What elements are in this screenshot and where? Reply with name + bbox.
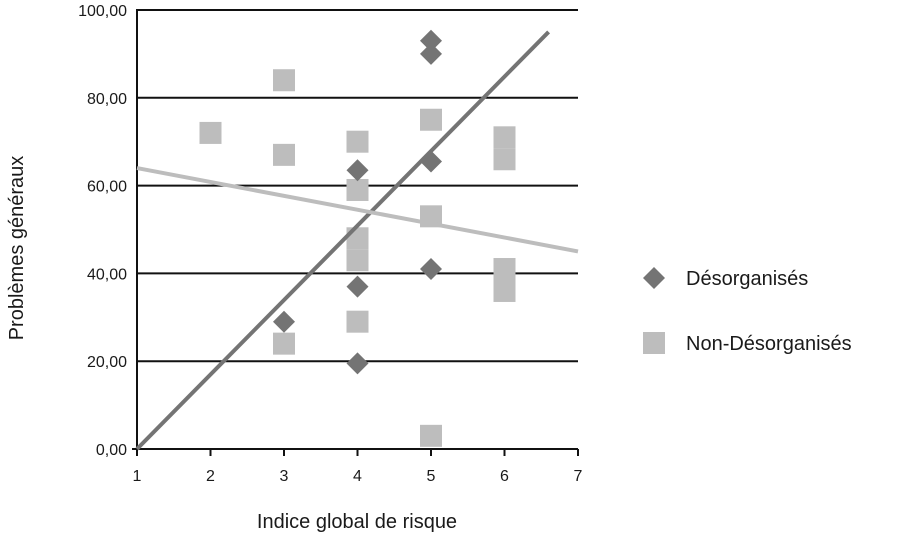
x-tick-label: 4 xyxy=(353,468,362,485)
x-tick-label: 2 xyxy=(206,468,215,485)
data-point-square xyxy=(493,258,516,281)
y-tick-label: 0,00 xyxy=(96,442,127,459)
data-point-square xyxy=(493,279,516,302)
data-point-diamond xyxy=(273,310,295,333)
data-point-diamond xyxy=(420,29,442,52)
x-tick-label: 1 xyxy=(133,468,142,485)
y-tick-label: 80,00 xyxy=(87,91,127,108)
data-point-diamond xyxy=(420,150,442,173)
data-point-diamond xyxy=(346,352,369,375)
data-point-square xyxy=(493,148,516,171)
data-point-diamond xyxy=(420,42,442,65)
trendlines xyxy=(135,30,579,451)
legend-item-desorganises: Désorganisés xyxy=(643,267,808,290)
tick-labels: 0,00 20,00 40,00 60,00 80,00 100,00 1 2 3 4 5 6 7 xyxy=(78,3,582,485)
x-axis-title: Indice global de risque xyxy=(257,511,457,533)
data-point-diamond xyxy=(346,159,369,182)
trendline-non-desorganises xyxy=(136,166,579,254)
data-points xyxy=(199,69,516,447)
data-point-square xyxy=(273,332,295,355)
trendline-desorganises xyxy=(135,30,551,451)
legend-label-desorganises: Désorganisés xyxy=(686,268,808,290)
x-tick-label: 5 xyxy=(427,468,436,485)
data-point-square xyxy=(346,310,369,333)
axes xyxy=(132,9,579,456)
y-tick-label: 100,00 xyxy=(78,3,127,20)
legend-item-non-desorganises: Non-Désorganisés xyxy=(643,332,852,355)
data-point-square xyxy=(346,130,369,153)
legend-diamond-marker xyxy=(643,267,665,289)
x-tick-label: 6 xyxy=(500,468,509,485)
legend: Désorganisés Non-Désorganisés xyxy=(643,267,852,355)
data-point-square xyxy=(199,121,222,144)
y-tick-label: 20,00 xyxy=(87,354,127,371)
y-tick-label: 60,00 xyxy=(87,179,127,196)
data-point-square xyxy=(273,143,295,166)
data-point-square xyxy=(273,69,295,92)
data-point-diamond xyxy=(420,258,442,281)
data-point-square xyxy=(420,108,442,131)
x-tick-label: 7 xyxy=(574,468,583,485)
y-tick-label: 40,00 xyxy=(87,266,127,283)
data-point-square xyxy=(420,424,442,447)
legend-label-non-desorganises: Non-Désorganisés xyxy=(686,333,852,355)
data-point-diamond xyxy=(346,275,369,298)
data-point-square xyxy=(493,126,516,149)
legend-square-marker xyxy=(643,332,665,354)
data-point-square xyxy=(346,178,369,201)
data-point-square xyxy=(346,249,369,272)
y-axis-title: Problèmes généraux xyxy=(6,156,28,341)
x-tick-label: 3 xyxy=(280,468,289,485)
